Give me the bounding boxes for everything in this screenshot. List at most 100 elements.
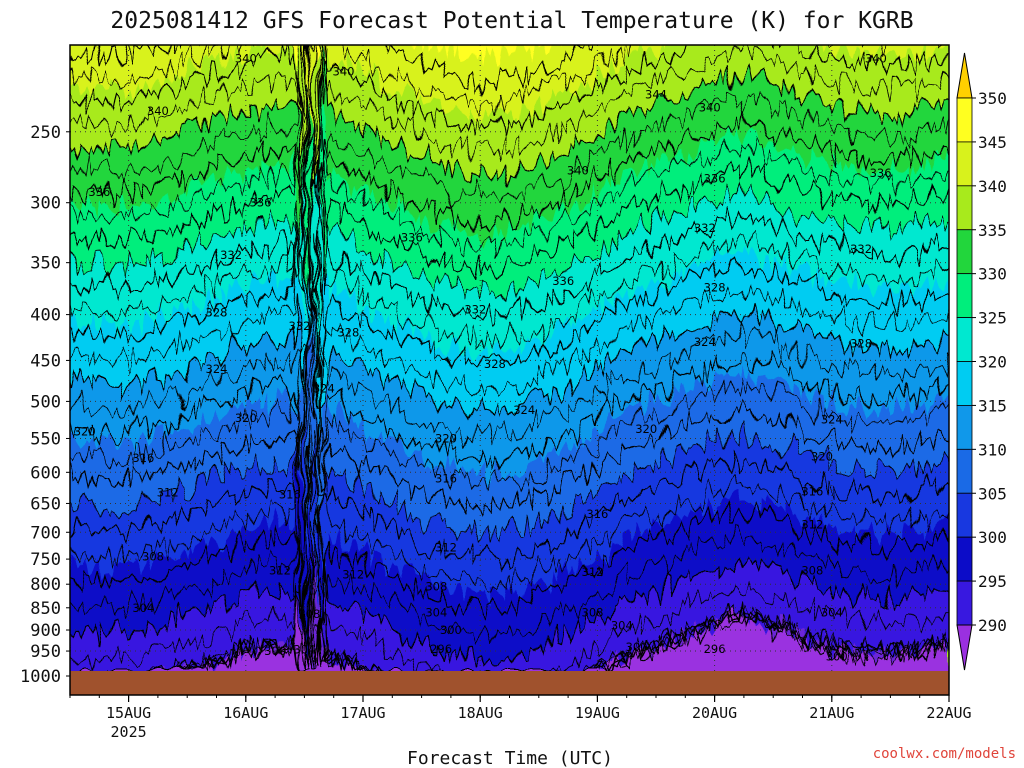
contour-334 [70,99,949,258]
contour-310 [70,404,949,544]
contour-336 [70,86,949,234]
contour-label: 320 [635,422,657,436]
contour-label: 304 [132,601,154,615]
contour-label: 296 [704,642,726,656]
credit-text[interactable]: coolwx.com/models [873,746,1016,762]
contour-label: 308 [582,605,604,619]
colorbar-label: 315 [978,396,1007,415]
contour-label: 336 [552,274,574,288]
y-tick-label: 600 [30,463,61,483]
contour-label: 324 [513,403,535,417]
contour-label: 328 [337,326,359,340]
contour-label: 300 [626,640,648,654]
contour-label: 340 [235,51,257,65]
colorbar-swatch [956,448,973,494]
colorbar-swatch [956,361,973,406]
contour-label: 312 [157,486,179,500]
contour-label: 308 [801,563,823,577]
contour-label: 304 [425,605,447,619]
x-tick-label: 16AUG [223,704,268,722]
contour-label: 332 [464,303,486,317]
contour-label: 304 [821,605,843,619]
contour-label: 320 [435,432,457,446]
y-tick-label: 250 [30,123,61,143]
colorbar-label: 305 [978,484,1007,503]
colorbar-label: 320 [978,353,1007,372]
contour-label: 340 [333,64,355,78]
contour-label: 316 [586,507,608,521]
y-tick-label: 450 [30,351,61,371]
y-tick-label: 950 [30,642,61,662]
contour-label: 332 [694,221,716,235]
contour-340 [70,45,949,188]
contour-label: 304 [293,642,315,656]
contour-344 [70,45,949,148]
band-350 [295,45,561,69]
contour-318 [70,288,949,457]
colorbar-swatch [956,185,973,231]
colorbar-label: 330 [978,265,1007,284]
contour-342 [70,45,949,175]
colorbar-swatch [956,141,973,187]
contour-label: 344 [645,87,667,101]
contour-label: 308 [298,607,320,621]
contour-314 [70,342,949,496]
contour-label: 336 [250,196,272,210]
colorbar-label: 335 [978,221,1007,240]
contour-322 [70,231,949,400]
contour-label: 340 [865,51,887,65]
contour-label: 324 [821,413,843,427]
colorbar-label: 325 [978,309,1007,328]
colorbar-legend: 350 345 340 335 330 325 320 315 310 305 300 295 290 [956,52,1007,671]
contour-302 [70,524,949,652]
contour-330 [70,143,949,311]
contour-348 [70,45,596,95]
contour-label: 324 [313,382,335,396]
contour-label: 332 [850,242,872,256]
x-axis-label: Forecast Time (UTC) [407,748,613,768]
x-tick-label: 22AUG [926,704,971,722]
y-tick-label: 1000 [20,667,61,687]
y-tick-label: 300 [30,194,61,214]
contour-label: 312 [435,541,457,555]
colorbar-swatch [956,492,973,538]
contour-label: 336 [401,230,423,244]
contour-label: 300 [440,623,462,637]
contour-306 [70,423,949,595]
contour-312 [70,369,949,516]
contour-label: 336 [870,166,892,180]
contour-304 [70,464,949,623]
contour-label: 328 [850,337,872,351]
plot-area: 340 340 340 340 340 340 344 336 336 336 336 336 336 3… [70,45,949,671]
contour-326 [70,198,949,354]
y-tick-label: 850 [30,599,61,619]
contour-label: 328 [704,280,726,294]
x-tick-label: 15AUG [106,704,151,722]
contour-label: 336 [88,185,110,199]
x-tick-label: 18AUG [458,704,503,722]
x-tick-label: 19AUG [575,704,620,722]
colorbar-swatch [956,273,973,318]
colorbar-label: 350 [978,89,1007,108]
chart-title: 2025081412 GFS Forecast Potential Temper… [110,8,913,34]
contour-316 [70,329,949,473]
contour-324 [70,219,949,367]
x-year-label: 2025 [111,723,147,741]
contour-label: 328 [484,357,506,371]
colorbar-label: 345 [978,133,1007,152]
y-tick-label: 400 [30,306,61,326]
y-tick-label: 800 [30,575,61,595]
contour-label: 324 [206,362,228,376]
ground-bar [70,671,949,695]
contour-label: 332 [220,248,242,262]
contour-label: 336 [704,172,726,186]
contour-label: 300 [826,650,848,664]
contour-label: 308 [142,550,164,564]
contour-label: 316 [801,484,823,498]
colorbar-label: 310 [978,440,1007,459]
x-axis: 15AUG 16AUG 17AUG 18AUG 19AUG 20AUG 21AUG 22AUG… [69,695,972,741]
contour-label: 324 [694,335,716,349]
colorbar-label: 300 [978,528,1007,547]
contour-label: 320 [811,449,833,463]
x-tick-label: 20AUG [692,704,737,722]
